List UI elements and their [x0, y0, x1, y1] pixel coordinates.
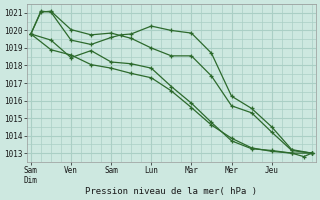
X-axis label: Pression niveau de la mer( hPa ): Pression niveau de la mer( hPa ): [85, 187, 257, 196]
